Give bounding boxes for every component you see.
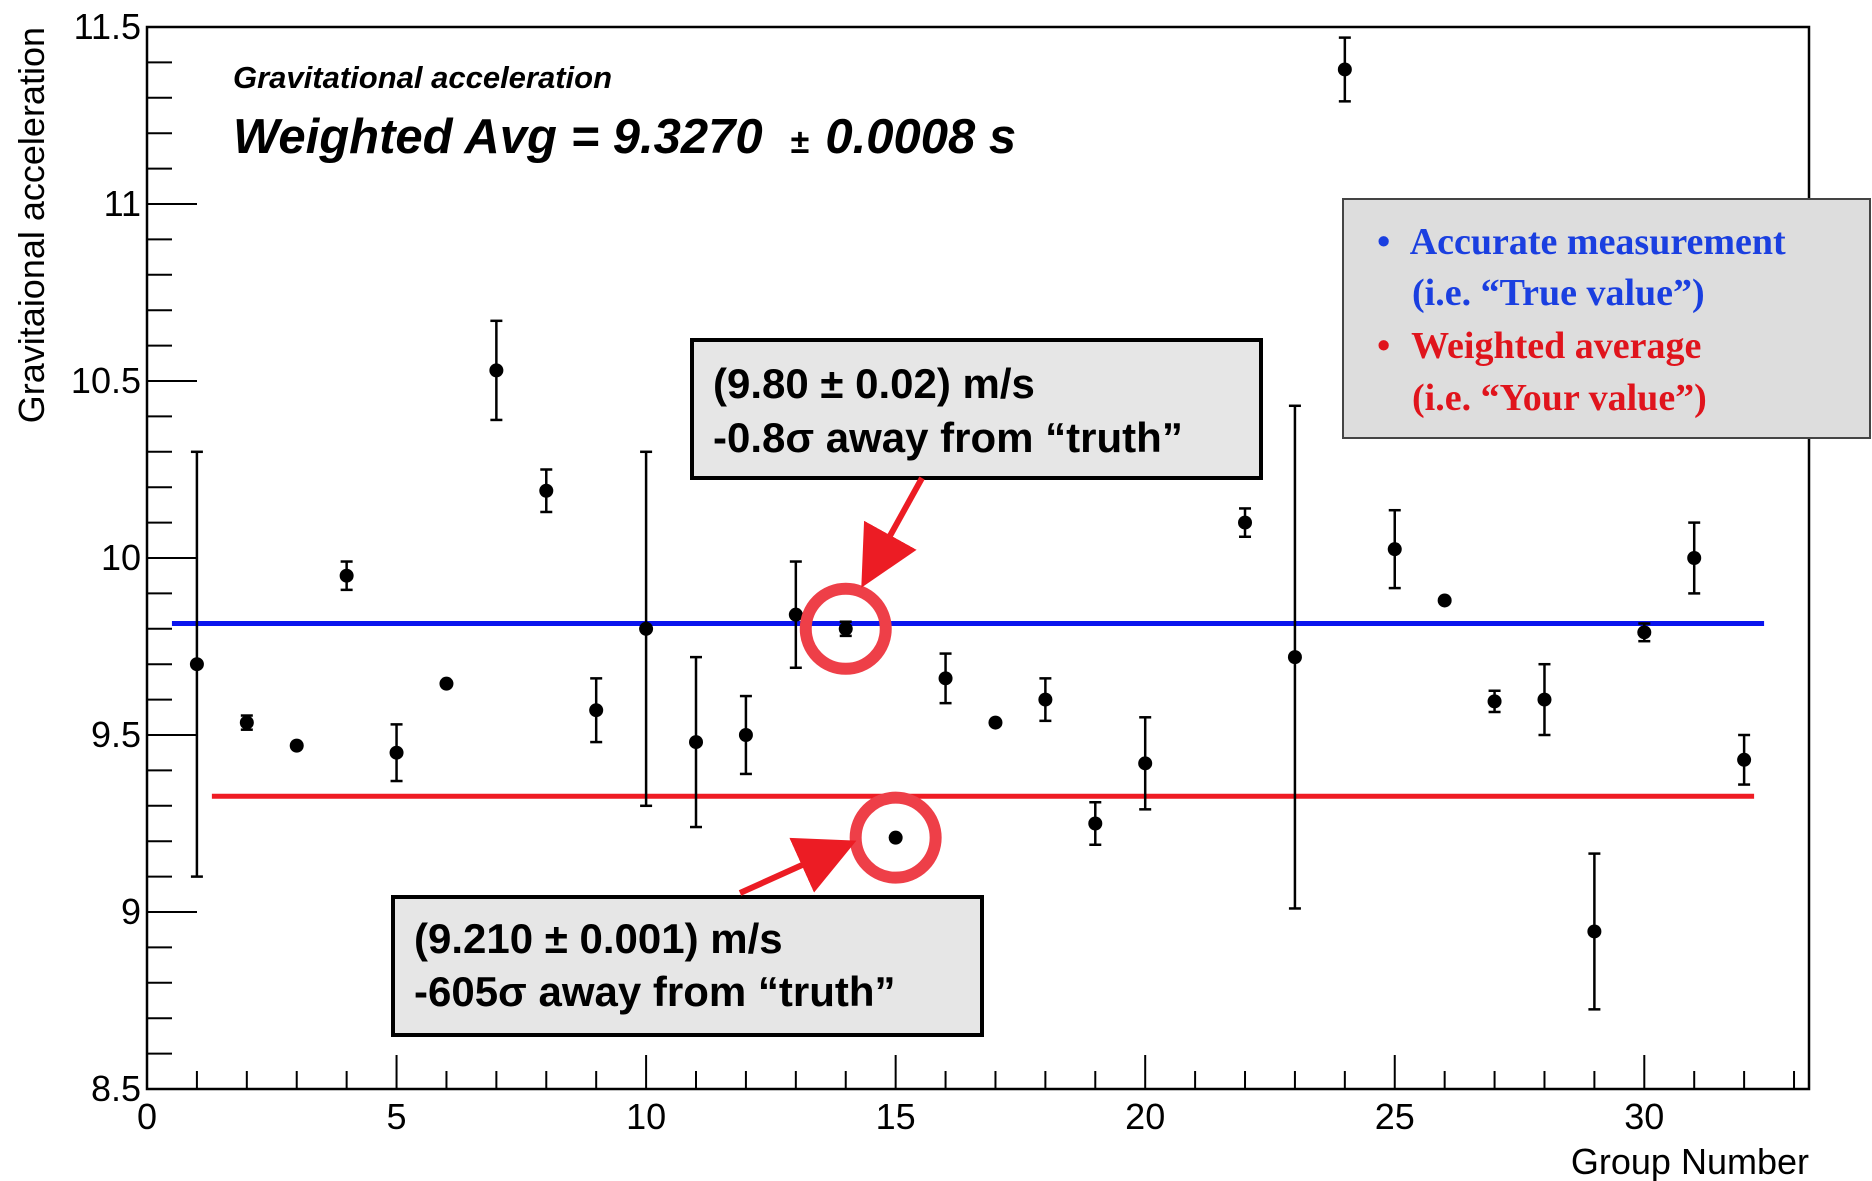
data-points [189, 62, 1752, 939]
data-point [1487, 694, 1502, 709]
legend-item-weighted-line1: • Weighted average [1377, 325, 1701, 367]
data-point [1287, 650, 1302, 665]
data-point [788, 607, 803, 622]
data-point [589, 703, 604, 718]
legend-item-accurate-line1: • Accurate measurement [1377, 221, 1786, 263]
x-tick-label: 25 [1375, 1096, 1415, 1137]
highlight-circle [849, 791, 942, 884]
y-tick-label: 11 [104, 183, 141, 224]
x-tick-label: 5 [387, 1096, 407, 1137]
error-bars [190, 36, 1751, 1011]
y-axis-title: Gravitaional acceleration [11, 27, 52, 423]
data-point [1238, 515, 1253, 530]
axis-ticks [146, 26, 1796, 1090]
data-point [988, 715, 1003, 730]
y-tick-label: 10.5 [71, 360, 141, 401]
highlight-circles [799, 582, 942, 884]
legend-item-accurate-line2: (i.e. “True value”) [1412, 272, 1705, 314]
reference-lines [171, 620, 1765, 799]
arrow-upper [861, 476, 925, 588]
data-point [1537, 692, 1552, 707]
axis-tick-labels: 0 5 10 15 20 25 30 8.5 9 9.5 10 10.5 11 11.5 [71, 6, 1664, 1137]
y-tick-label: 8.5 [91, 1068, 141, 1109]
data-point [539, 483, 554, 498]
data-point [1337, 62, 1352, 77]
x-tick-label: 0 [137, 1096, 157, 1137]
legend-bullet-red: • [1377, 325, 1390, 367]
annotation-pm-symbol: ± [791, 123, 810, 161]
annotation-main-prefix: Weighted Avg = 9.3270 [233, 110, 763, 164]
callout-lower-line2: -605σ away from “truth” [414, 968, 896, 1015]
data-point [938, 671, 953, 686]
data-point [1437, 593, 1452, 608]
highlight-circle [799, 582, 892, 675]
y-tick-label: 9.5 [91, 714, 141, 755]
data-point [1138, 756, 1153, 771]
data-point [888, 830, 903, 845]
legend: • Accurate measurement (i.e. “True value… [1342, 198, 1871, 439]
data-point [339, 568, 354, 583]
callout-box-lower: (9.210 ± 0.001) m/s -605σ away from “tru… [391, 895, 984, 1037]
data-point [389, 745, 404, 760]
x-tick-label: 10 [626, 1096, 666, 1137]
x-tick-label: 30 [1624, 1096, 1664, 1137]
x-tick-label: 20 [1125, 1096, 1165, 1137]
data-point [1038, 692, 1053, 707]
data-point [1587, 924, 1602, 939]
legend-bullet-blue: • [1377, 221, 1390, 263]
data-point [289, 738, 304, 753]
data-point [1737, 752, 1752, 767]
data-point [189, 657, 204, 672]
data-point [1687, 551, 1702, 565]
data-point [439, 676, 454, 691]
y-tick-label: 9 [121, 891, 141, 932]
data-point [1387, 542, 1402, 557]
data-point [738, 728, 753, 742]
callout-box-upper: (9.80 ± 0.02) m/s -0.8σ away from “truth… [690, 338, 1263, 480]
annotation-main-suffix: 0.0008 s [825, 110, 1016, 164]
legend-label-accurate: Accurate measurement [1410, 221, 1786, 263]
x-tick-label: 15 [876, 1096, 916, 1137]
data-point [1088, 816, 1103, 831]
callout-upper-line2: -0.8σ away from “truth” [713, 414, 1183, 461]
annotation-subtitle: Gravitational acceleration [233, 60, 612, 95]
data-point [239, 715, 254, 730]
data-point [1637, 625, 1652, 640]
data-point [489, 363, 504, 378]
legend-label-weighted: Weighted average [1411, 325, 1701, 367]
data-point [838, 621, 853, 636]
callout-lower-line1: (9.210 ± 0.001) m/s [414, 915, 783, 962]
annotation-main: Weighted Avg = 9.3270 ± 0.0008 s [233, 110, 1016, 164]
x-axis-title: Group Number [1571, 1141, 1809, 1181]
data-point [639, 621, 654, 636]
arrow-lower [738, 837, 857, 896]
callout-upper-line1: (9.80 ± 0.02) m/s [713, 360, 1035, 407]
legend-item-weighted-line2: (i.e. “Your value”) [1412, 377, 1707, 419]
data-point [689, 735, 704, 750]
y-tick-label: 11.5 [74, 6, 141, 47]
y-tick-label: 10 [101, 537, 141, 578]
